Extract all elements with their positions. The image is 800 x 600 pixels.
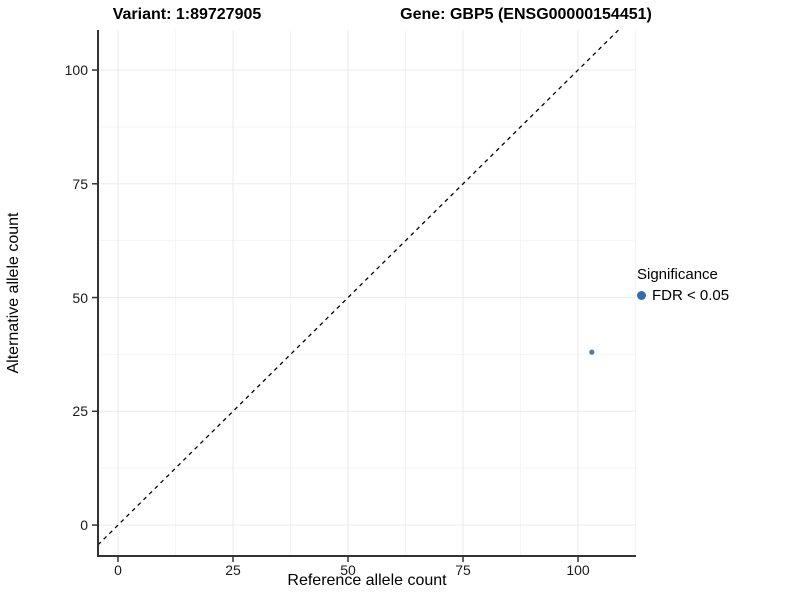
- minor-gridlines: [98, 30, 637, 556]
- y-tick-label-100: 100: [64, 62, 88, 79]
- y-tick-label-25: 25: [72, 403, 88, 420]
- data-point: [589, 349, 595, 355]
- legend-title: Significance: [637, 266, 718, 283]
- x-tick-label-50: 50: [340, 562, 356, 578]
- tick-marks: [92, 69, 579, 562]
- legend-point-icon: [637, 291, 646, 300]
- plot-title-variant: Variant: 1:89727905: [112, 6, 262, 23]
- y-tick-label-0: 0: [80, 517, 88, 534]
- axis-lines: [97, 30, 636, 557]
- major-gridlines: [98, 30, 636, 556]
- x-axis-title: Reference allele count: [287, 572, 447, 589]
- identity-reference-line: [97, 29, 619, 546]
- legend-item-fdr: FDR < 0.05: [637, 287, 729, 304]
- data-points: [589, 349, 595, 355]
- x-tick-label-25: 25: [225, 562, 241, 578]
- legend-item-label: FDR < 0.05: [652, 287, 730, 304]
- x-tick-label-100: 100: [566, 562, 590, 578]
- y-axis-title: Alternative allele count: [5, 212, 22, 374]
- y-tick-label-50: 50: [72, 289, 88, 306]
- y-tick-label-75: 75: [72, 175, 88, 192]
- x-tick-label-75: 75: [455, 562, 471, 578]
- x-tick-label-0: 0: [114, 562, 122, 578]
- legend: Significance FDR < 0.05: [637, 266, 729, 304]
- plot-title-gene: Gene: GBP5 (ENSG00000154451): [400, 6, 652, 23]
